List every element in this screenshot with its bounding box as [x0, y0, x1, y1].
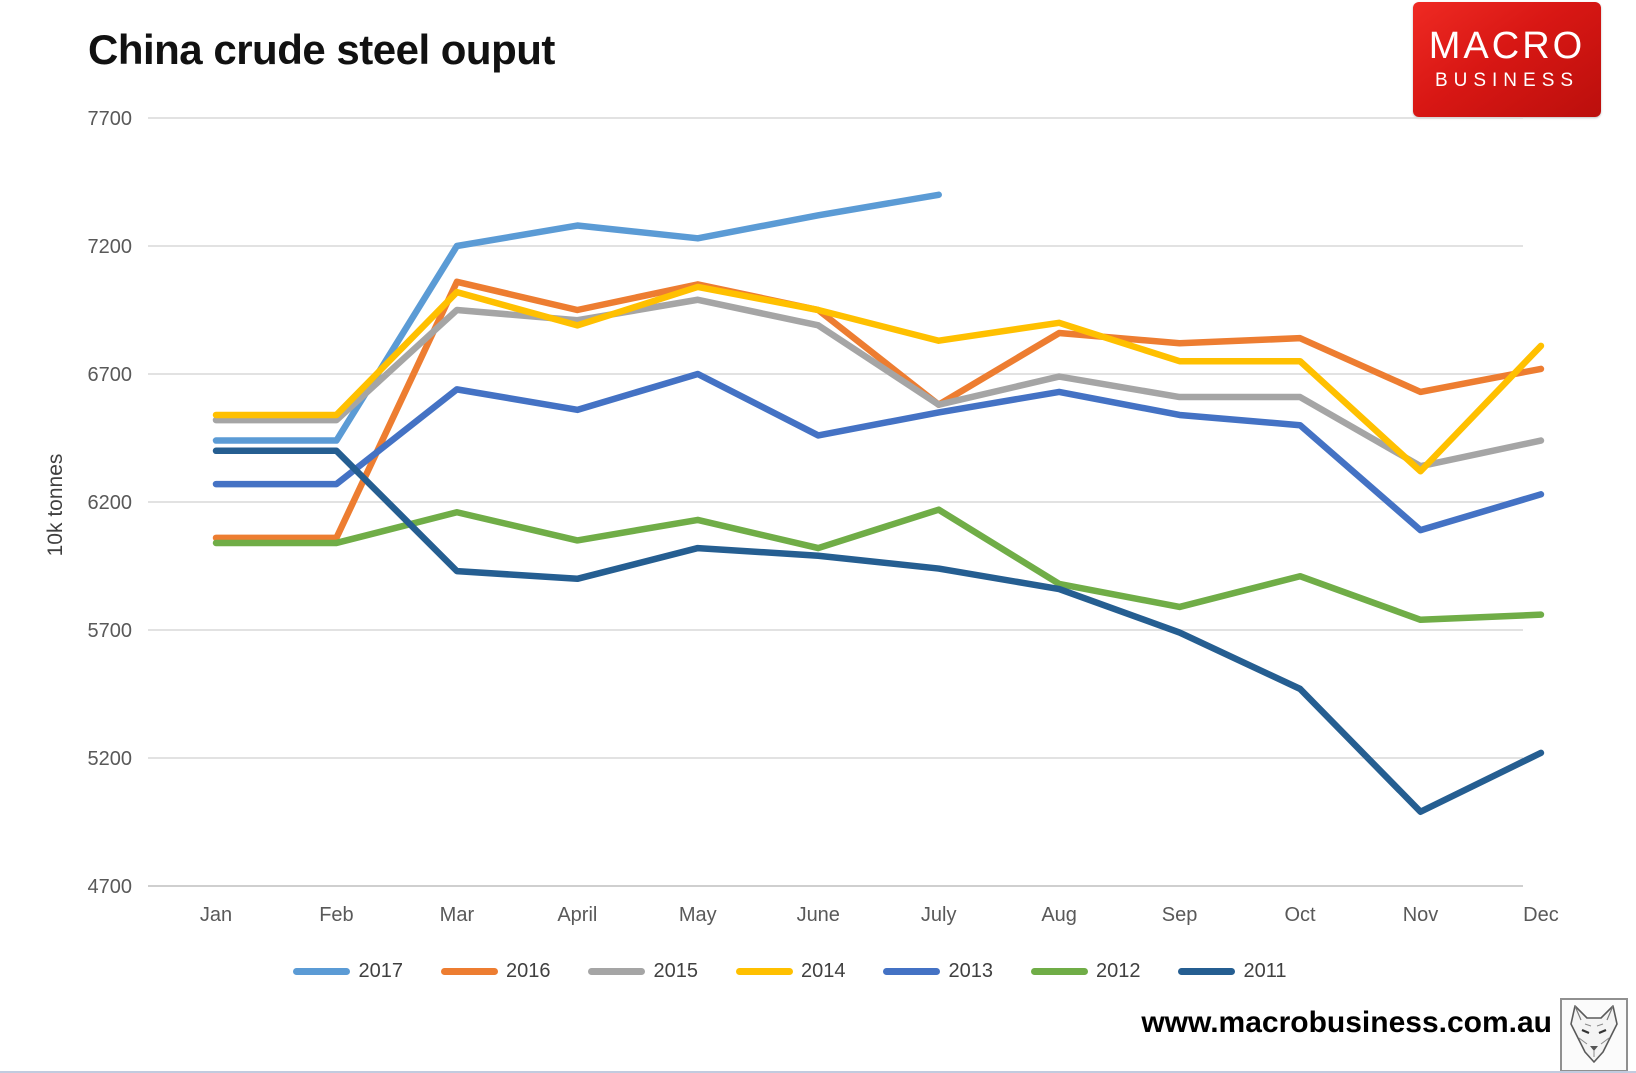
- legend-label: 2015: [653, 959, 698, 982]
- y-tick-label: 5200: [88, 748, 133, 770]
- x-tick-label: Nov: [1403, 904, 1439, 926]
- y-tick-label: 5700: [88, 620, 133, 642]
- legend-label: 2016: [505, 959, 551, 982]
- y-tick-label: 4700: [88, 876, 133, 898]
- legend-item-2017: 2017: [293, 960, 403, 983]
- series-line-2017: [212, 191, 942, 444]
- legend-label: 2014: [800, 959, 846, 982]
- series-line-2015: [212, 296, 1545, 470]
- legend-label: 2012: [1095, 959, 1141, 982]
- x-tick-label: Oct: [1284, 904, 1316, 926]
- series-line-2013: [212, 370, 1545, 534]
- series-line-2012: [212, 506, 1545, 624]
- line-chart: 7700 7200 6700 6200 5700 5200 4700 Jan Feb Mar Apr…: [44, 108, 1559, 926]
- x-tick-label: April: [557, 904, 597, 926]
- y-tick-label: 6200: [88, 492, 133, 514]
- x-tick-label: June: [797, 904, 840, 926]
- fox-logo-box: [1560, 998, 1628, 1072]
- x-tick-label: Dec: [1523, 904, 1559, 926]
- y-tick-label: 7700: [88, 108, 133, 130]
- series-line-2014: [212, 283, 1545, 475]
- y-axis-title: 10k tonnes: [44, 454, 67, 557]
- legend-swatch-2014: [735, 967, 793, 975]
- legend-item-2013: 2013: [883, 960, 993, 983]
- x-tick-label: Sep: [1162, 904, 1198, 926]
- legend-swatch-2012: [1030, 967, 1088, 975]
- legend-swatch-2015: [588, 967, 646, 975]
- y-tick-label: 7200: [88, 236, 133, 258]
- website-url: www.macrobusiness.com.au: [1141, 1006, 1552, 1039]
- logo-line-business: BUSINESS: [1434, 70, 1580, 92]
- x-tick-label: Aug: [1041, 904, 1077, 926]
- logo-line-macro: MACRO: [1428, 24, 1586, 67]
- legend-swatch-2011: [1178, 967, 1236, 975]
- series-line-2011: [212, 447, 1545, 816]
- legend-label: 2011: [1243, 959, 1287, 982]
- fox-sketch-icon: [1570, 1005, 1618, 1063]
- x-tick-label: Mar: [440, 904, 475, 926]
- x-tick-label: Feb: [319, 904, 353, 926]
- legend-label: 2017: [358, 959, 403, 982]
- legend-item-2015: 2015: [588, 960, 698, 983]
- y-tick-label: 6700: [88, 364, 133, 386]
- legend-label: 2013: [948, 959, 993, 982]
- chart-title: China crude steel ouput: [88, 26, 555, 73]
- legend-item-2014: 2014: [735, 959, 846, 983]
- macrobusiness-logo: MACRO BUSINESS: [1413, 2, 1601, 117]
- legend-item-2011: 2011: [1178, 959, 1287, 983]
- legend-item-2016: 2016: [440, 959, 551, 983]
- legend-swatch-2016: [440, 967, 498, 975]
- legend-item-2012: 2012: [1030, 959, 1141, 983]
- legend-swatch-2017: [293, 967, 351, 975]
- legend-swatch-2013: [883, 967, 941, 975]
- chart-legend: 2017 2016 2015 2014 2013 2012 2011: [0, 956, 1580, 986]
- x-tick-label: July: [921, 904, 957, 926]
- page-bottom-edge: [0, 1071, 1636, 1073]
- x-tick-label: Jan: [200, 904, 232, 926]
- x-tick-label: May: [679, 904, 717, 926]
